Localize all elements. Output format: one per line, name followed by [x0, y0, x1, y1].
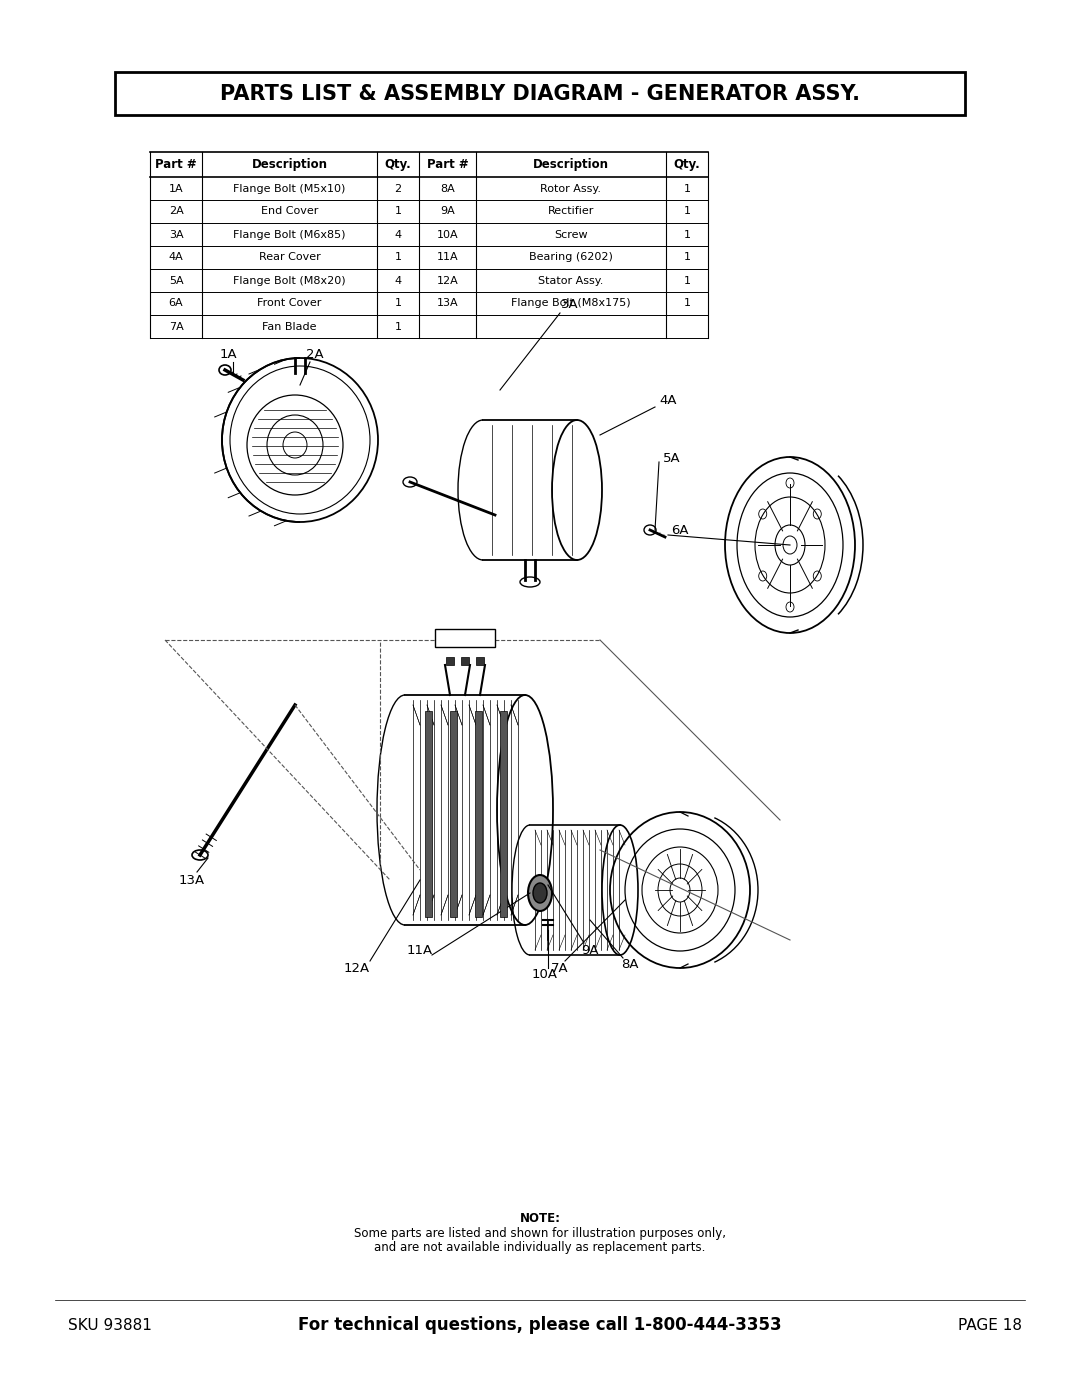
- Text: 3A: 3A: [168, 229, 184, 239]
- Text: Flange Bolt (M8x20): Flange Bolt (M8x20): [233, 275, 346, 285]
- Text: NOTE:: NOTE:: [519, 1211, 561, 1225]
- Text: 7A: 7A: [551, 961, 569, 975]
- Text: 12A: 12A: [343, 961, 370, 975]
- Text: 9A: 9A: [581, 943, 598, 957]
- Text: Rear Cover: Rear Cover: [258, 253, 321, 263]
- Text: SKU 93881: SKU 93881: [68, 1317, 152, 1333]
- Bar: [476, 657, 484, 665]
- Text: 1A: 1A: [219, 348, 237, 362]
- Bar: [500, 711, 507, 916]
- Text: Description: Description: [252, 158, 327, 170]
- Text: 7A: 7A: [168, 321, 184, 331]
- Text: 2A: 2A: [168, 207, 184, 217]
- Text: 1: 1: [684, 207, 690, 217]
- Text: Description: Description: [534, 158, 609, 170]
- Text: 13A: 13A: [179, 873, 205, 887]
- Text: 12A: 12A: [436, 275, 458, 285]
- Text: 4: 4: [394, 229, 402, 239]
- Text: 3A: 3A: [562, 299, 579, 312]
- Ellipse shape: [528, 875, 552, 911]
- Bar: [435, 629, 495, 647]
- Bar: [114, 73, 966, 115]
- Text: and are not available individually as replacement parts.: and are not available individually as re…: [375, 1242, 705, 1255]
- Text: 5A: 5A: [168, 275, 184, 285]
- Text: 10A: 10A: [436, 229, 458, 239]
- Text: Qty.: Qty.: [384, 158, 411, 170]
- Text: 13A: 13A: [436, 299, 458, 309]
- Text: 1: 1: [394, 321, 402, 331]
- Text: 9A: 9A: [441, 207, 455, 217]
- Text: Flange Bolt (M8x175): Flange Bolt (M8x175): [511, 299, 631, 309]
- Text: Some parts are listed and shown for illustration purposes only,: Some parts are listed and shown for illu…: [354, 1228, 726, 1241]
- Text: Stator Assy.: Stator Assy.: [538, 275, 604, 285]
- Ellipse shape: [534, 883, 546, 902]
- Text: 1: 1: [684, 253, 690, 263]
- Text: 4: 4: [394, 275, 402, 285]
- Text: Part #: Part #: [427, 158, 469, 170]
- Text: 1: 1: [684, 275, 690, 285]
- Text: Fan Blade: Fan Blade: [262, 321, 316, 331]
- Text: 6A: 6A: [672, 524, 689, 536]
- Text: 2: 2: [394, 183, 402, 194]
- Text: 1: 1: [684, 183, 690, 194]
- Text: 2A: 2A: [307, 348, 324, 362]
- Bar: [475, 711, 482, 916]
- Text: 8A: 8A: [441, 183, 455, 194]
- Text: 1: 1: [394, 299, 402, 309]
- Text: Rotor Assy.: Rotor Assy.: [540, 183, 602, 194]
- Bar: [450, 711, 457, 916]
- Text: Rectifier: Rectifier: [548, 207, 594, 217]
- Text: 11A: 11A: [407, 943, 433, 957]
- Text: Flange Bolt (M5x10): Flange Bolt (M5x10): [233, 183, 346, 194]
- Text: 4A: 4A: [168, 253, 184, 263]
- Text: 10A: 10A: [532, 968, 558, 982]
- Text: 6A: 6A: [168, 299, 184, 309]
- Text: 1: 1: [394, 253, 402, 263]
- Text: 1: 1: [394, 207, 402, 217]
- Text: 1: 1: [684, 299, 690, 309]
- Text: 11A: 11A: [436, 253, 458, 263]
- Bar: [426, 711, 432, 916]
- Text: Screw: Screw: [554, 229, 588, 239]
- Bar: [446, 657, 454, 665]
- Text: Bearing (6202): Bearing (6202): [529, 253, 613, 263]
- Text: For technical questions, please call 1-800-444-3353: For technical questions, please call 1-8…: [298, 1316, 782, 1334]
- Text: Flange Bolt (M6x85): Flange Bolt (M6x85): [233, 229, 346, 239]
- Text: End Cover: End Cover: [260, 207, 319, 217]
- Text: PARTS LIST & ASSEMBLY DIAGRAM - GENERATOR ASSY.: PARTS LIST & ASSEMBLY DIAGRAM - GENERATO…: [220, 84, 860, 103]
- Text: 1: 1: [684, 229, 690, 239]
- Bar: [461, 657, 469, 665]
- Text: PAGE 18: PAGE 18: [958, 1317, 1022, 1333]
- Text: 8A: 8A: [621, 958, 638, 971]
- Text: 5A: 5A: [663, 451, 680, 464]
- Text: Qty.: Qty.: [674, 158, 700, 170]
- Text: Front Cover: Front Cover: [257, 299, 322, 309]
- Text: Part #: Part #: [156, 158, 197, 170]
- Text: 1A: 1A: [168, 183, 184, 194]
- Text: 4A: 4A: [659, 394, 677, 407]
